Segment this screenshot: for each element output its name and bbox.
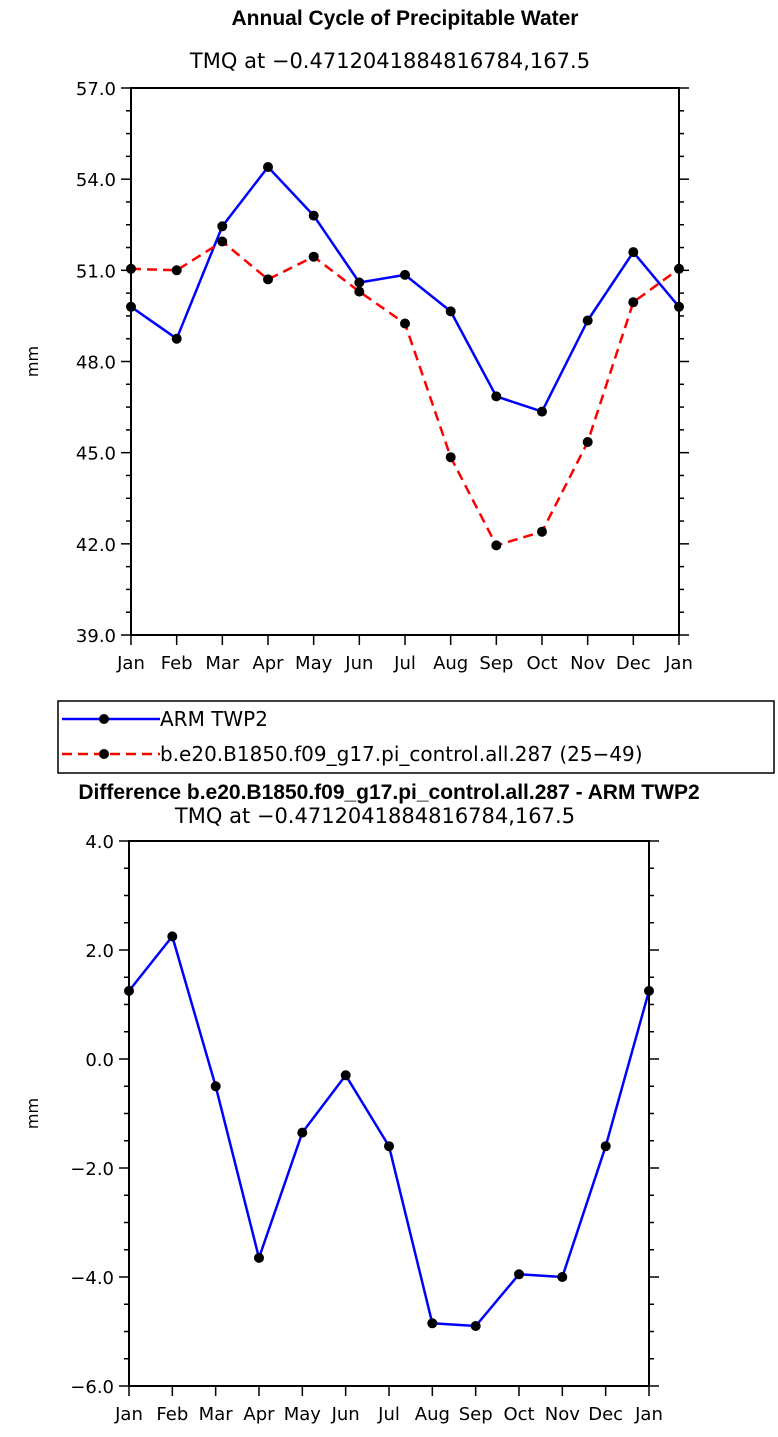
chart1-series-1-point [217, 236, 228, 247]
chart1-xtick-label: Mar [205, 653, 240, 674]
chart1-series-0-line [130, 165, 680, 413]
chart2-ytick-label: −6.0 [70, 1377, 114, 1398]
chart2-series-0-point [167, 931, 178, 942]
chart2-series-0-point [340, 1070, 351, 1081]
chart1-xtick-label: Sep [479, 653, 513, 674]
chart2-plot: −6.0 −4.0 −2.0 0.0 2.0 4.0 Jan Feb Mar Apr May Jun J… [23, 832, 663, 1425]
chart1-series-1-point [263, 274, 273, 285]
chart1-xtick-label: May [295, 653, 333, 674]
chart2-series-0-point [210, 1081, 221, 1092]
chart2-series-0-line [128, 935, 651, 1328]
chart1-series-1-point [308, 251, 319, 262]
chart2-xtick-label: Mar [199, 1404, 234, 1425]
chart1-series-0-point [217, 221, 228, 232]
chart1-series-0-point [263, 162, 273, 172]
legend-marker-arm [99, 714, 109, 724]
legend: ARM TWP2 b.e20.B1850.f09_g17.pi_control.… [57, 700, 775, 774]
chart1-ytick-label: 54.0 [76, 170, 116, 191]
chart1-xtick-label: Jun [344, 653, 373, 674]
chart2-series-0-point [427, 1318, 438, 1329]
legend-label-model: b.e20.B1850.f09_g17.pi_control.all.287 (… [160, 742, 643, 766]
chart2-frame [128, 840, 650, 1387]
chart2-xtick-label: Jan [114, 1404, 143, 1425]
chart2-title: Difference b.e20.B1850.f09_g17.pi_contro… [78, 781, 699, 804]
chart1-xtick-label: Aug [433, 653, 468, 674]
chart1-ylabel: mm [23, 346, 42, 377]
chart1-series-0-point [354, 277, 365, 288]
chart1-series-1-point [582, 437, 593, 447]
chart1-series-1-point [126, 263, 136, 274]
chart1-xtick-label: Feb [161, 653, 193, 674]
chart2-ytick-label: 4.0 [85, 832, 114, 853]
chart1-series-1-point [171, 265, 182, 276]
chart1-xtick-label: Jan [664, 653, 693, 674]
chart1-ytick-label: 45.0 [76, 444, 116, 465]
chart1-series-0-point [674, 301, 684, 312]
legend-frame [57, 700, 775, 774]
chart2-xtick-label: Oct [503, 1404, 534, 1425]
chart1-title: Annual Cycle of Precipitable Water [232, 7, 579, 30]
chart1-series-1-point [537, 526, 547, 537]
chart1-subtitle: TMQ at −0.4712041884816784,167.5 [189, 49, 590, 73]
chart1-ytick-label: 57.0 [76, 79, 116, 100]
chart2-ytick-label: −4.0 [70, 1268, 114, 1289]
chart1-series-0-point [582, 315, 593, 326]
chart2-xtick-label: Feb [156, 1404, 188, 1425]
chart1-series-0-point [537, 406, 547, 417]
chart1-series-0-point [171, 333, 182, 344]
chart2-subtitle: TMQ at −0.4712041884816784,167.5 [174, 804, 575, 828]
chart2-xtick-label: May [284, 1404, 322, 1425]
chart2-series-0-point [470, 1321, 481, 1331]
chart1-xtick-label: Jul [393, 653, 416, 674]
chart2-xtick-label: Sep [459, 1404, 493, 1425]
chart2-series-0-point [557, 1272, 568, 1282]
chart1-series-1-point [674, 263, 684, 274]
chart2-xtick-label: Aug [415, 1404, 450, 1425]
chart1-series-1-line [130, 240, 680, 547]
chart2-ytick-label: 2.0 [85, 941, 114, 962]
chart2-xtick-label: Dec [588, 1404, 623, 1425]
chart1-series-0-point [308, 210, 319, 221]
chart1-series-0-point [126, 301, 136, 312]
chart1-xtick-label: Apr [252, 653, 284, 674]
chart1-series-1-point [628, 297, 639, 308]
chart1-frame [130, 87, 680, 636]
chart1-series-0-point [445, 306, 456, 317]
chart1-xtick-label: Nov [570, 653, 605, 674]
chart1-series-1-point [400, 318, 410, 329]
chart2-series-0-point [124, 985, 134, 996]
chart1-series-0-point [628, 247, 639, 258]
chart1-series-1-point [445, 452, 456, 463]
chart2-xtick-label: Jun [331, 1404, 360, 1425]
chart2-series-0-point [254, 1252, 264, 1263]
chart2-series-0-point [514, 1269, 524, 1280]
chart1-series-0-point [400, 269, 410, 280]
chart1-xtick-label: Dec [616, 653, 651, 674]
chart2-series-0-point [384, 1141, 394, 1152]
chart2-xtick-label: Nov [545, 1404, 580, 1425]
chart2-ytick-label: −2.0 [70, 1159, 114, 1180]
chart1-xtick-label: Oct [526, 653, 557, 674]
chart2-ytick-label: 0.0 [85, 1050, 114, 1071]
chart1-series-0-point [491, 391, 502, 402]
chart2-xtick-label: Jul [377, 1404, 400, 1425]
chart1-series-1-point [354, 286, 365, 297]
chart1-ytick-label: 39.0 [76, 626, 116, 647]
chart2-ylabel: mm [23, 1098, 42, 1129]
chart1-ytick-label: 42.0 [76, 535, 116, 556]
chart2-series-0-point [644, 985, 654, 996]
legend-marker-model [99, 749, 109, 759]
chart1-series-1-point [491, 540, 502, 551]
chart1-xtick-label: Jan [116, 653, 145, 674]
chart2-xtick-label: Jan [634, 1404, 663, 1425]
chart1-ytick-label: 51.0 [76, 261, 116, 282]
legend-label-arm: ARM TWP2 [160, 707, 268, 731]
chart2-xtick-label: Apr [243, 1404, 275, 1425]
chart2-series-0-point [297, 1127, 308, 1138]
chart2-series-0-point [600, 1141, 611, 1152]
chart1-ytick-label: 48.0 [76, 353, 116, 374]
chart1-plot: 39.0 42.0 45.0 48.0 51.0 54.0 57.0 Jan Feb Mar Apr… [23, 79, 693, 674]
